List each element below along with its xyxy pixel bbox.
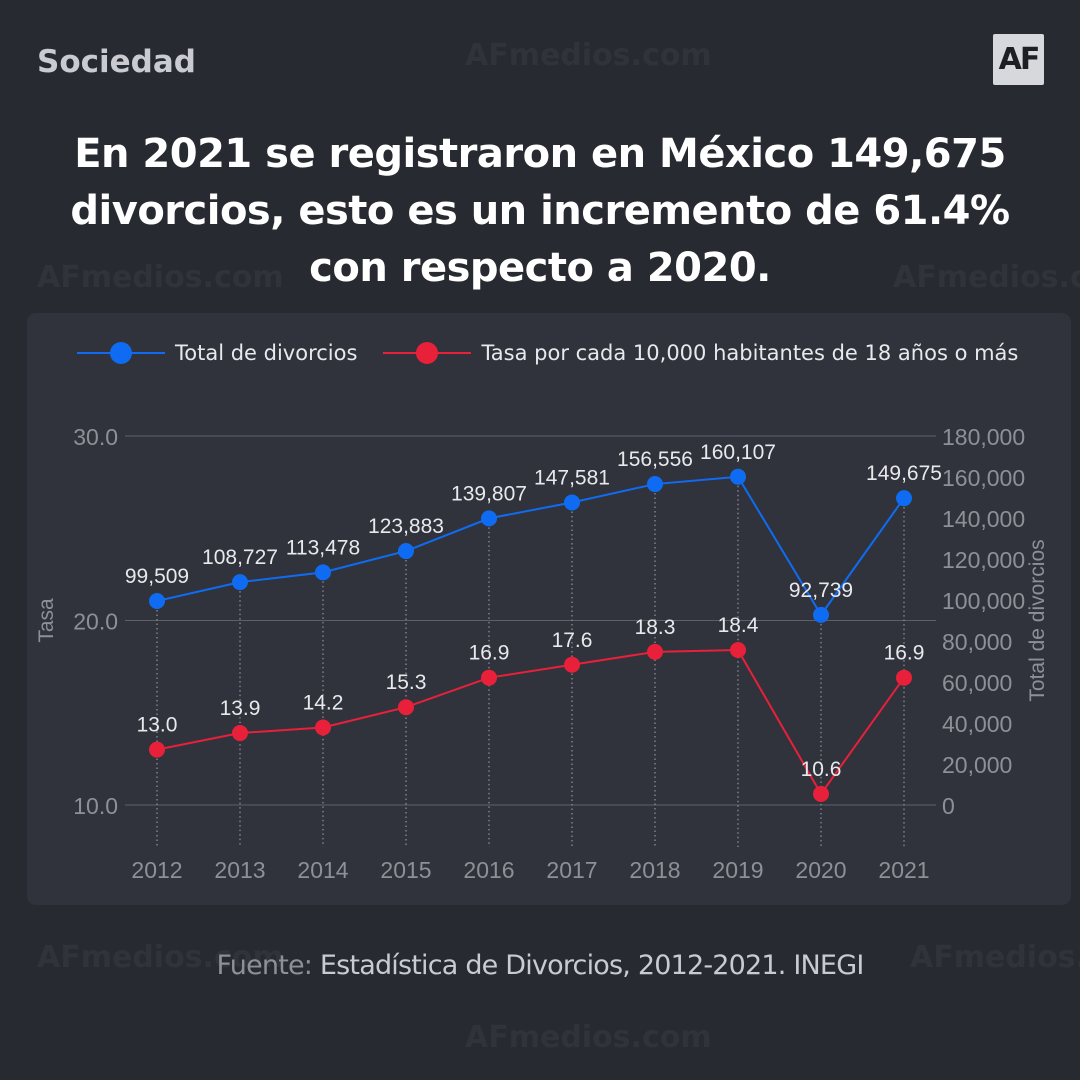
chart-title: En 2021 se registraron en México 149,675… [70, 131, 1010, 291]
data-label-tasa: 18.4 [718, 614, 759, 637]
x-tick-label: 2016 [463, 857, 514, 883]
data-label-total: 113,478 [286, 536, 360, 559]
data-point-tasa [813, 785, 829, 802]
data-point-tasa [232, 725, 248, 742]
data-label-tasa: 10.6 [801, 758, 842, 781]
y-tick-right: 40,000 [942, 711, 1012, 737]
data-label-total: 99,509 [125, 565, 189, 588]
x-tick-label: 2021 [878, 857, 929, 883]
x-tick-label: 2017 [546, 857, 597, 883]
x-tick-label: 2018 [629, 857, 680, 883]
series-line-tasa [156, 649, 905, 796]
y-tick-right: 20,000 [942, 752, 1012, 778]
data-point-total [813, 606, 829, 623]
data-point-total [896, 490, 912, 507]
data-label-total: 160,107 [700, 441, 776, 464]
data-point-tasa [896, 669, 912, 686]
legend-label-total: Total de divorcios [175, 341, 358, 365]
data-label-tasa: 16.9 [469, 642, 510, 665]
data-label-total: 123,883 [368, 515, 444, 538]
data-label-tasa: 18.3 [635, 616, 676, 639]
data-label-total: 139,807 [451, 482, 527, 505]
y-tick-right: 80,000 [942, 629, 1012, 655]
y-tick-right: 180,000 [942, 424, 1025, 450]
y-tick-right: 100,000 [942, 588, 1025, 614]
legend-label-tasa: Tasa por cada 10,000 habitantes de 18 añ… [481, 341, 1019, 365]
data-point-tasa [315, 719, 331, 736]
watermark: AFmedios.com [910, 940, 1080, 975]
legend-swatch-total [77, 341, 165, 365]
data-label-total: 149,675 [866, 462, 942, 485]
legend-item-tasa: Tasa por cada 10,000 habitantes de 18 añ… [383, 341, 1018, 365]
x-tick-label: 2020 [795, 857, 846, 883]
data-point-total [232, 574, 248, 591]
data-point-total [398, 543, 414, 560]
watermark: AFmedios.com [37, 260, 284, 295]
data-label-tasa: 16.9 [884, 642, 925, 665]
data-label-tasa: 17.6 [552, 629, 593, 652]
source-note: Fuente: Estadística de Divorcios, 2012-2… [0, 950, 1080, 981]
af-logo: AF [993, 34, 1044, 85]
y-tick-right: 120,000 [942, 547, 1025, 573]
data-point-tasa [647, 643, 663, 660]
x-tick-label: 2019 [712, 857, 763, 883]
x-tick-label: 2015 [380, 857, 431, 883]
watermark: AFmedios.com [465, 38, 712, 73]
x-tick-label: 2013 [214, 857, 265, 883]
y-tick-right: 60,000 [942, 670, 1012, 696]
legend-swatch-tasa [383, 341, 472, 365]
data-point-total [647, 476, 663, 493]
x-tick-label: 2014 [297, 857, 348, 883]
data-label-tasa: 13.9 [220, 697, 261, 720]
y-axis-title-left: Tasa [35, 598, 58, 643]
data-point-total [564, 494, 580, 511]
chart-panel [27, 313, 1071, 905]
watermark: AFmedios.com [465, 1020, 712, 1055]
data-point-tasa [481, 669, 497, 686]
data-label-total: 92,739 [789, 579, 853, 602]
source-text: Estadística de Divorcios, 2012-2021. INE… [319, 950, 864, 981]
y-tick-left: 10.0 [73, 793, 118, 819]
y-tick-right: 160,000 [942, 465, 1025, 491]
y-axis-title-right: Total de divorcios [1026, 539, 1049, 701]
x-tick-label: 2012 [131, 857, 182, 883]
y-tick-right: 0 [942, 793, 955, 819]
section-label: Sociedad [37, 44, 196, 80]
data-point-total [149, 593, 165, 610]
watermark: AFmedios.com [37, 940, 284, 975]
data-point-total [315, 564, 331, 581]
data-label-total: 147,581 [534, 466, 610, 489]
data-label-tasa: 13.0 [137, 714, 178, 737]
data-label-total: 156,556 [617, 448, 693, 471]
data-point-tasa [564, 656, 580, 673]
data-label-total: 108,727 [202, 546, 278, 569]
data-point-tasa [149, 741, 165, 758]
legend-item-total: Total de divorcios [77, 341, 357, 365]
series-line-total [156, 475, 905, 617]
data-point-total [730, 468, 746, 485]
chart-legend: Total de divorcios Tasa por cada 10,000 … [77, 336, 1044, 370]
data-point-tasa [730, 642, 746, 659]
data-point-tasa [398, 699, 414, 716]
data-point-total [481, 510, 497, 527]
y-tick-right: 140,000 [942, 506, 1025, 532]
watermark: AFmedios.com [893, 260, 1080, 295]
data-label-tasa: 14.2 [303, 692, 344, 715]
y-tick-left: 20.0 [73, 609, 118, 635]
source-prefix: Fuente: [216, 950, 313, 981]
y-tick-left: 30.0 [73, 424, 118, 450]
data-label-tasa: 15.3 [386, 671, 427, 694]
